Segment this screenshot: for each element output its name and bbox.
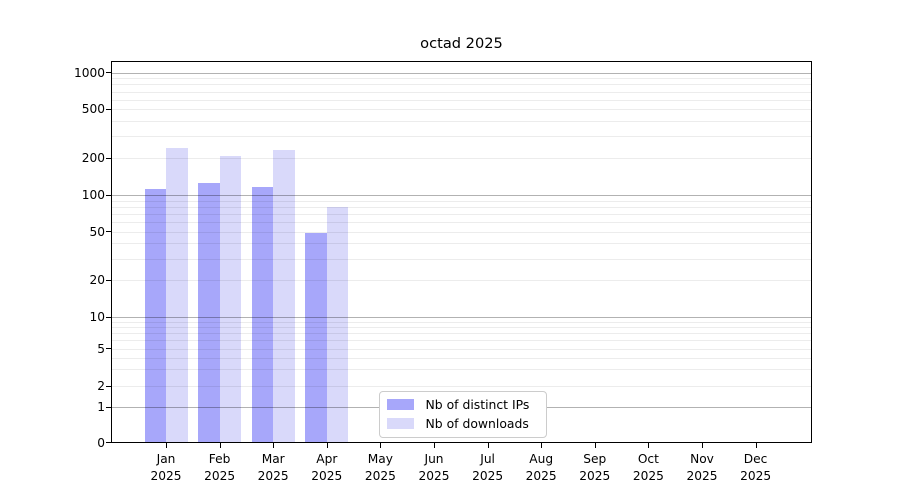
bar-downloads-jan [166, 148, 188, 443]
minor-gridline-500 [112, 109, 811, 111]
y-tick-5 [106, 348, 112, 349]
major-gridline-10 [112, 317, 811, 318]
bar-downloads-feb [219, 155, 242, 443]
minor-gridline-80 [112, 206, 811, 208]
legend-item-distinct-ips: Nb of distinct IPs [386, 396, 538, 412]
y-tick-1 [106, 406, 112, 408]
x-tick-apr [326, 442, 328, 448]
y-tick-100 [106, 194, 112, 196]
legend-label: Nb of distinct IPs [425, 396, 530, 412]
legend-item-downloads: Nb of downloads [386, 415, 538, 431]
minor-gridline-600 [112, 99, 811, 101]
y-tick-500 [106, 108, 112, 110]
x-tick-label-apr: Apr 2025 [311, 452, 343, 483]
bar-distinct-ips-feb [198, 183, 220, 443]
minor-gridline-7 [112, 333, 811, 335]
y-tick-label-0: 0 [97, 435, 105, 450]
y-tick-label-500: 500 [81, 102, 105, 117]
y-tick-label-2: 2 [97, 379, 105, 393]
minor-gridline-800 [112, 84, 811, 86]
y-tick-1000 [106, 72, 112, 74]
y-tick-label-200: 200 [81, 151, 105, 165]
minor-gridline-90 [112, 200, 811, 202]
y-tick-20 [106, 279, 112, 281]
x-tick-jun [434, 442, 435, 448]
y-tick-label-50: 50 [89, 224, 105, 239]
minor-gridline-60 [112, 221, 811, 223]
y-tick-label-20: 20 [89, 273, 105, 287]
minor-gridline-700 [112, 91, 811, 93]
y-tick-label-1: 1 [97, 400, 105, 414]
legend-box: Nb of distinct IPs Nb of downloads [378, 391, 547, 438]
minor-gridline-70 [112, 213, 811, 215]
x-tick-label-mar: Mar 2025 [257, 452, 289, 483]
minor-gridline-40 [112, 243, 811, 245]
x-tick-feb [219, 442, 221, 448]
y-tick-label-10: 10 [89, 310, 105, 324]
legend-swatch-icon [386, 418, 414, 430]
minor-gridline-2 [112, 386, 811, 387]
minor-gridline-6 [112, 340, 811, 342]
minor-gridline-300 [112, 136, 811, 138]
x-tick-may [380, 442, 382, 448]
bar-downloads-mar [273, 150, 295, 443]
x-tick-jan [166, 442, 167, 448]
y-tick-label-1000: 1000 [73, 65, 105, 80]
x-tick-aug [541, 442, 543, 448]
minor-gridline-9 [112, 321, 811, 323]
minor-gridline-200 [112, 158, 811, 159]
y-tick-10 [106, 316, 112, 318]
legend-label: Nb of downloads [425, 415, 529, 431]
y-tick-50 [106, 231, 112, 232]
x-tick-label-nov: Nov 2025 [686, 452, 718, 483]
legend-swatch-icon [386, 399, 414, 411]
x-tick-mar [273, 442, 275, 448]
x-tick-label-sep: Sep 2025 [579, 452, 611, 483]
bar-distinct-ips-jan [144, 188, 166, 443]
minor-gridline-20 [112, 280, 811, 281]
bar-distinct-ips-apr [305, 232, 327, 443]
x-tick-sep [594, 442, 596, 448]
minor-gridline-50 [112, 231, 811, 233]
x-tick-oct [648, 442, 650, 448]
minor-gridline-900 [112, 78, 811, 80]
y-tick-200 [106, 157, 112, 159]
y-tick-label-5: 5 [97, 341, 105, 356]
minor-gridline-30 [112, 258, 811, 260]
bar-distinct-ips-mar [251, 186, 274, 443]
x-tick-label-may: May 2025 [364, 452, 396, 483]
chart-title: octad 2025 [420, 35, 503, 52]
x-tick-label-jan: Jan 2025 [150, 452, 182, 483]
x-tick-jul [487, 442, 489, 448]
minor-gridline-400 [112, 121, 811, 123]
major-gridline-100 [112, 195, 811, 196]
x-tick-label-aug: Aug 2025 [525, 452, 557, 483]
major-gridline-1000 [112, 72, 811, 74]
x-tick-dec [755, 442, 757, 448]
y-tick-0 [106, 442, 112, 443]
x-tick-label-jul: Jul 2025 [472, 452, 504, 483]
minor-gridline-3 [112, 369, 811, 371]
x-tick-label-oct: Oct 2025 [632, 452, 664, 483]
x-tick-label-feb: Feb 2025 [204, 452, 236, 483]
y-tick-label-100: 100 [81, 188, 105, 202]
minor-gridline-4 [112, 357, 811, 359]
x-tick-label-jun: Jun 2025 [418, 452, 450, 483]
x-tick-nov [702, 442, 703, 448]
minor-gridline-5 [112, 348, 811, 350]
y-tick-2 [106, 385, 112, 387]
x-tick-label-dec: Dec 2025 [740, 452, 772, 483]
minor-gridline-8 [112, 327, 811, 329]
bar-downloads-apr [326, 206, 349, 443]
